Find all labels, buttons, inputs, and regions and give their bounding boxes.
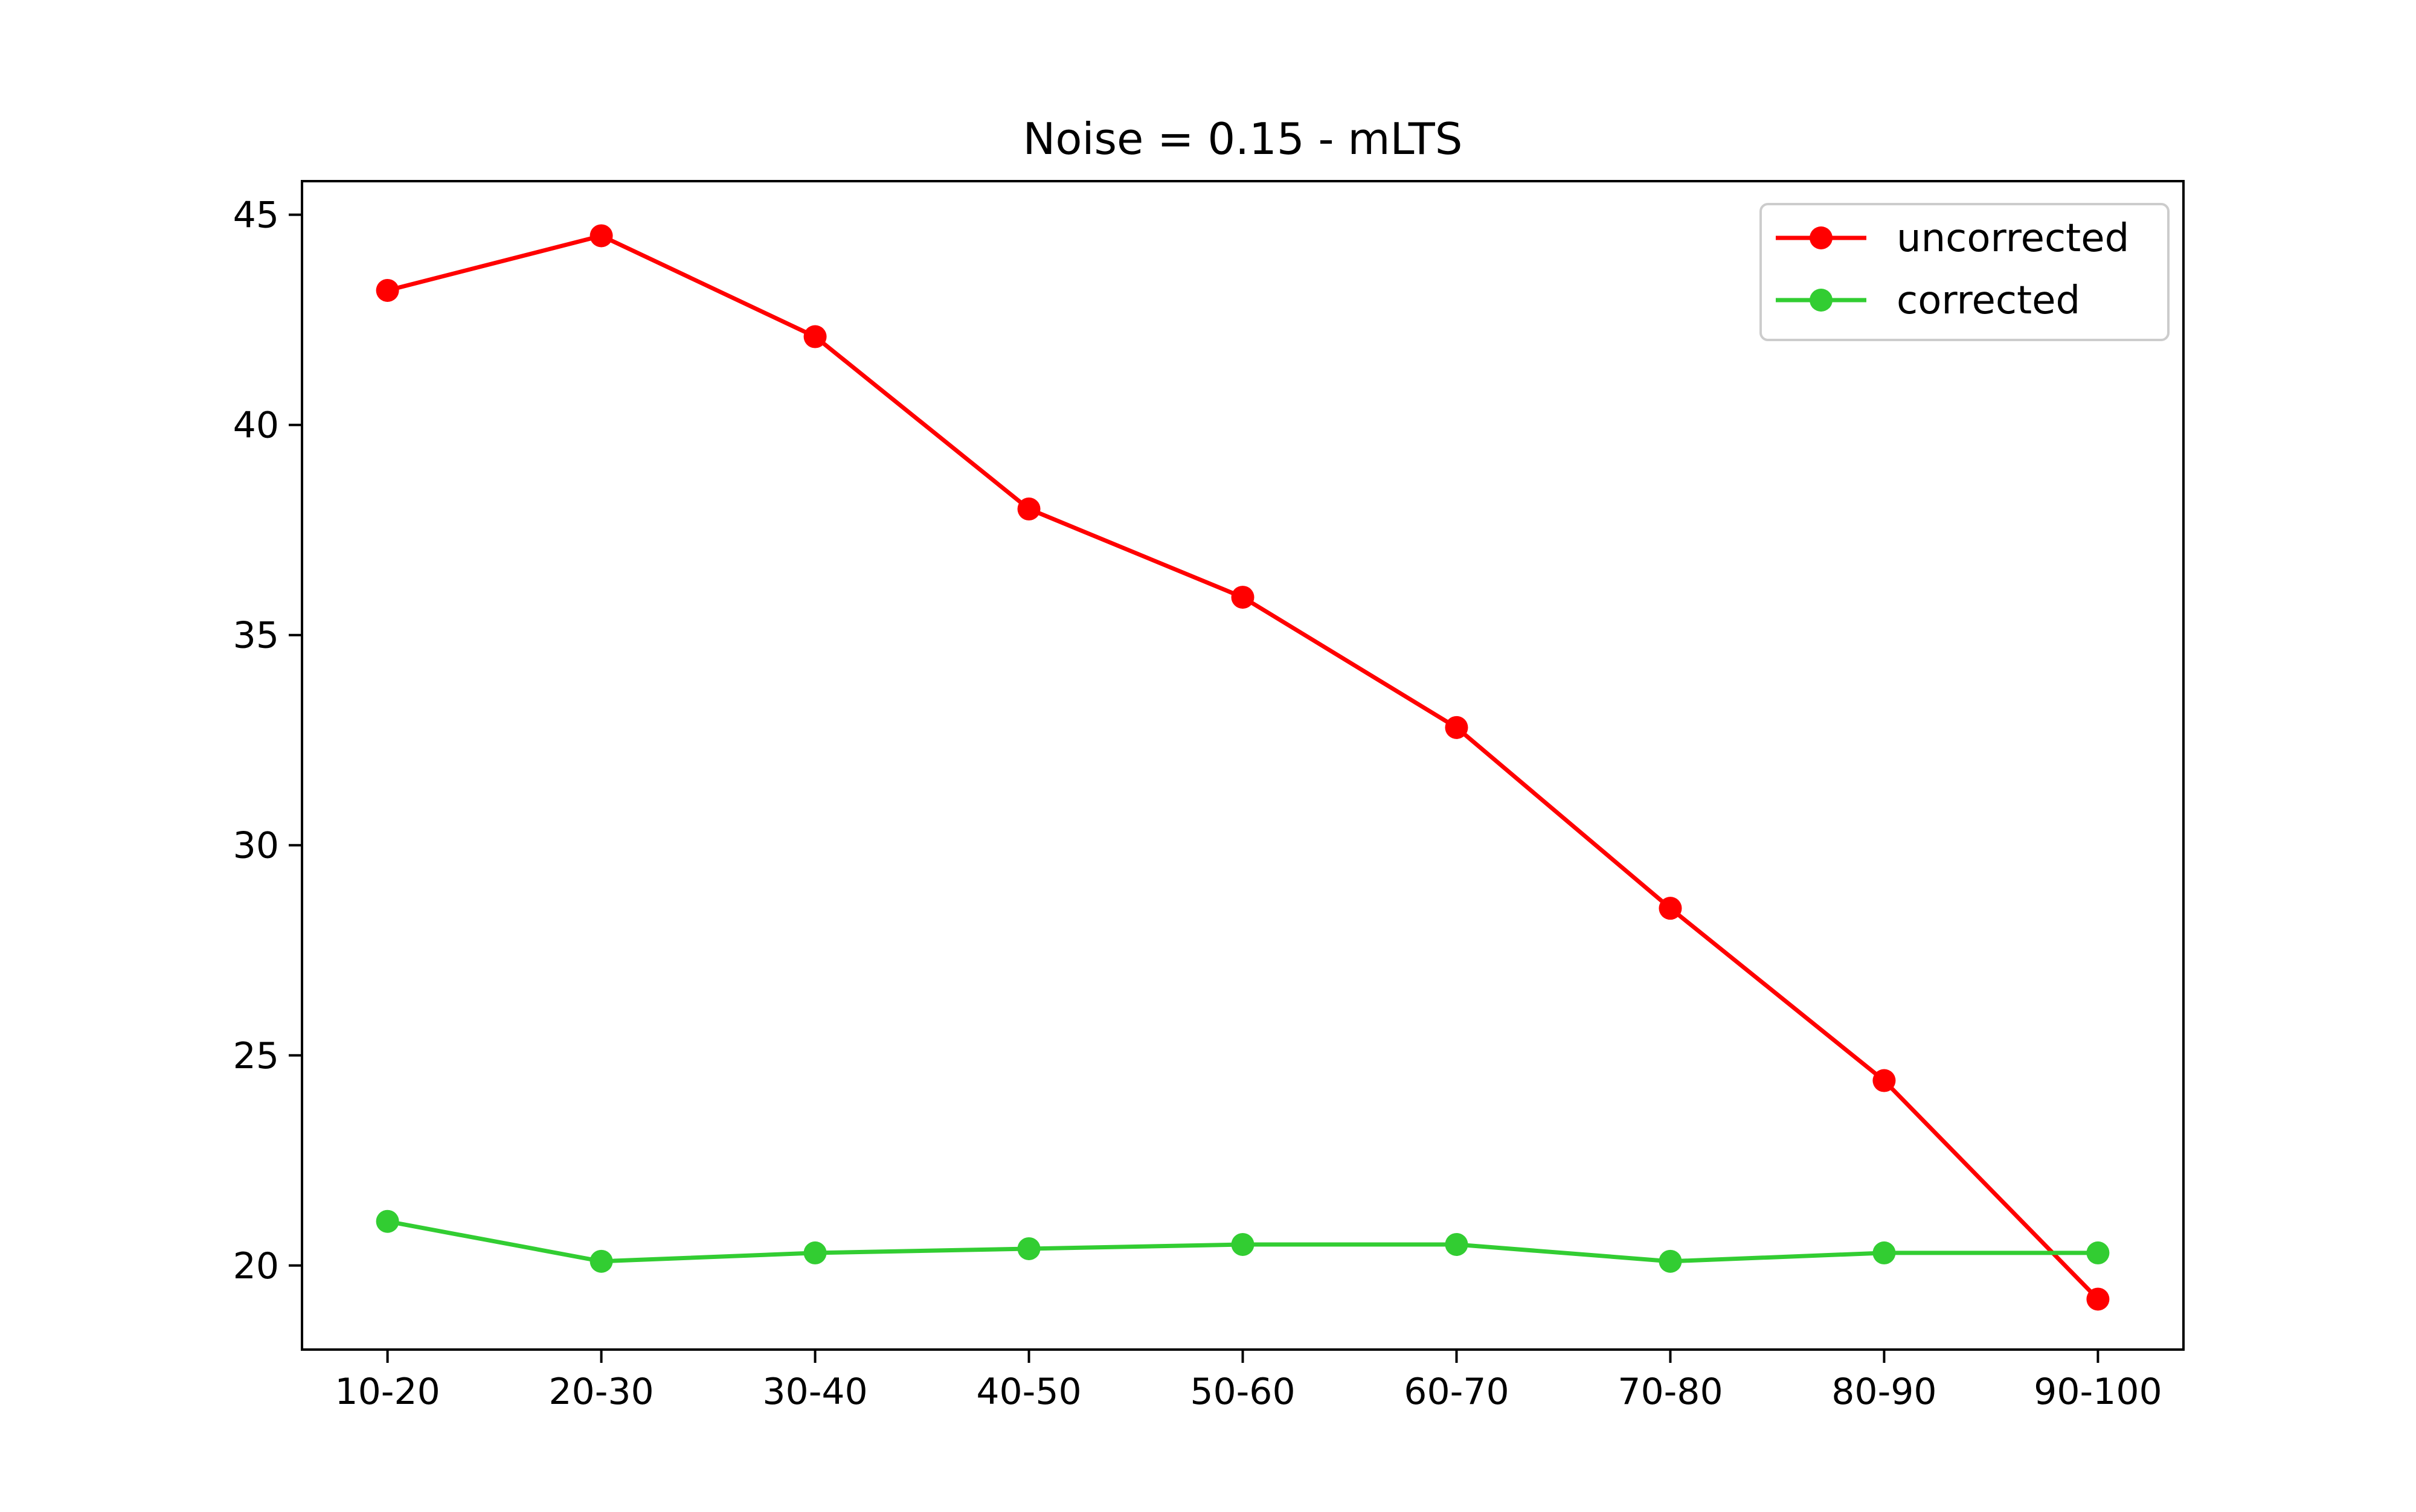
x-tick-label: 90-100 [2034, 1371, 2162, 1413]
x-tick-label: 30-40 [762, 1371, 867, 1413]
chart-title: Noise = 0.15 - mLTS [1023, 114, 1463, 164]
y-tick-label: 40 [233, 405, 279, 447]
x-tick-label: 10-20 [335, 1371, 440, 1413]
y-tick-label: 30 [233, 825, 279, 867]
data-point-uncorrected [1445, 716, 1468, 739]
data-point-corrected [803, 1241, 827, 1264]
legend-marker-uncorrected [1810, 226, 1833, 249]
axes: 20 25 30 35 40 45 10-20 20-30 30-40 40-50 50-60 60-… [233, 180, 2185, 1413]
data-point-corrected [1017, 1237, 1041, 1260]
y-tick-label: 45 [233, 194, 279, 237]
legend-marker-corrected [1810, 289, 1833, 312]
data-point-uncorrected [1659, 897, 1682, 920]
data-point-uncorrected [1017, 497, 1041, 521]
y-tick-label: 35 [233, 615, 279, 657]
x-tick-label: 60-70 [1404, 1371, 1509, 1413]
x-tick-label: 70-80 [1618, 1371, 1723, 1413]
series-layer [376, 224, 2110, 1311]
x-tick-label: 80-90 [1831, 1371, 1936, 1413]
data-point-uncorrected [1231, 586, 1255, 609]
data-point-uncorrected [1872, 1069, 1896, 1092]
data-point-corrected [1231, 1232, 1255, 1256]
data-point-uncorrected [2086, 1287, 2110, 1311]
plot-frame [301, 180, 2185, 1351]
series-uncorrected [376, 224, 2110, 1311]
y-tick-label: 20 [233, 1245, 279, 1287]
data-point-corrected [2086, 1241, 2110, 1264]
data-point-corrected [1445, 1232, 1468, 1256]
data-point-uncorrected [803, 325, 827, 348]
legend-label-uncorrected: uncorrected [1897, 216, 2129, 261]
series-line-uncorrected [387, 233, 2100, 1301]
data-point-uncorrected [590, 224, 613, 248]
y-tick-label: 25 [233, 1035, 279, 1077]
data-point-corrected [1659, 1249, 1682, 1273]
series-corrected [376, 1209, 2110, 1273]
data-point-corrected [376, 1209, 399, 1233]
data-point-corrected [1872, 1241, 1896, 1264]
data-point-uncorrected [376, 278, 399, 302]
x-tick-label: 40-50 [976, 1371, 1081, 1413]
legend-label-corrected: corrected [1897, 278, 2080, 323]
x-tick-label: 50-60 [1190, 1371, 1295, 1413]
data-point-corrected [590, 1249, 613, 1273]
x-tick-label: 20-30 [548, 1371, 654, 1413]
legend: uncorrected corrected [1759, 203, 2170, 341]
